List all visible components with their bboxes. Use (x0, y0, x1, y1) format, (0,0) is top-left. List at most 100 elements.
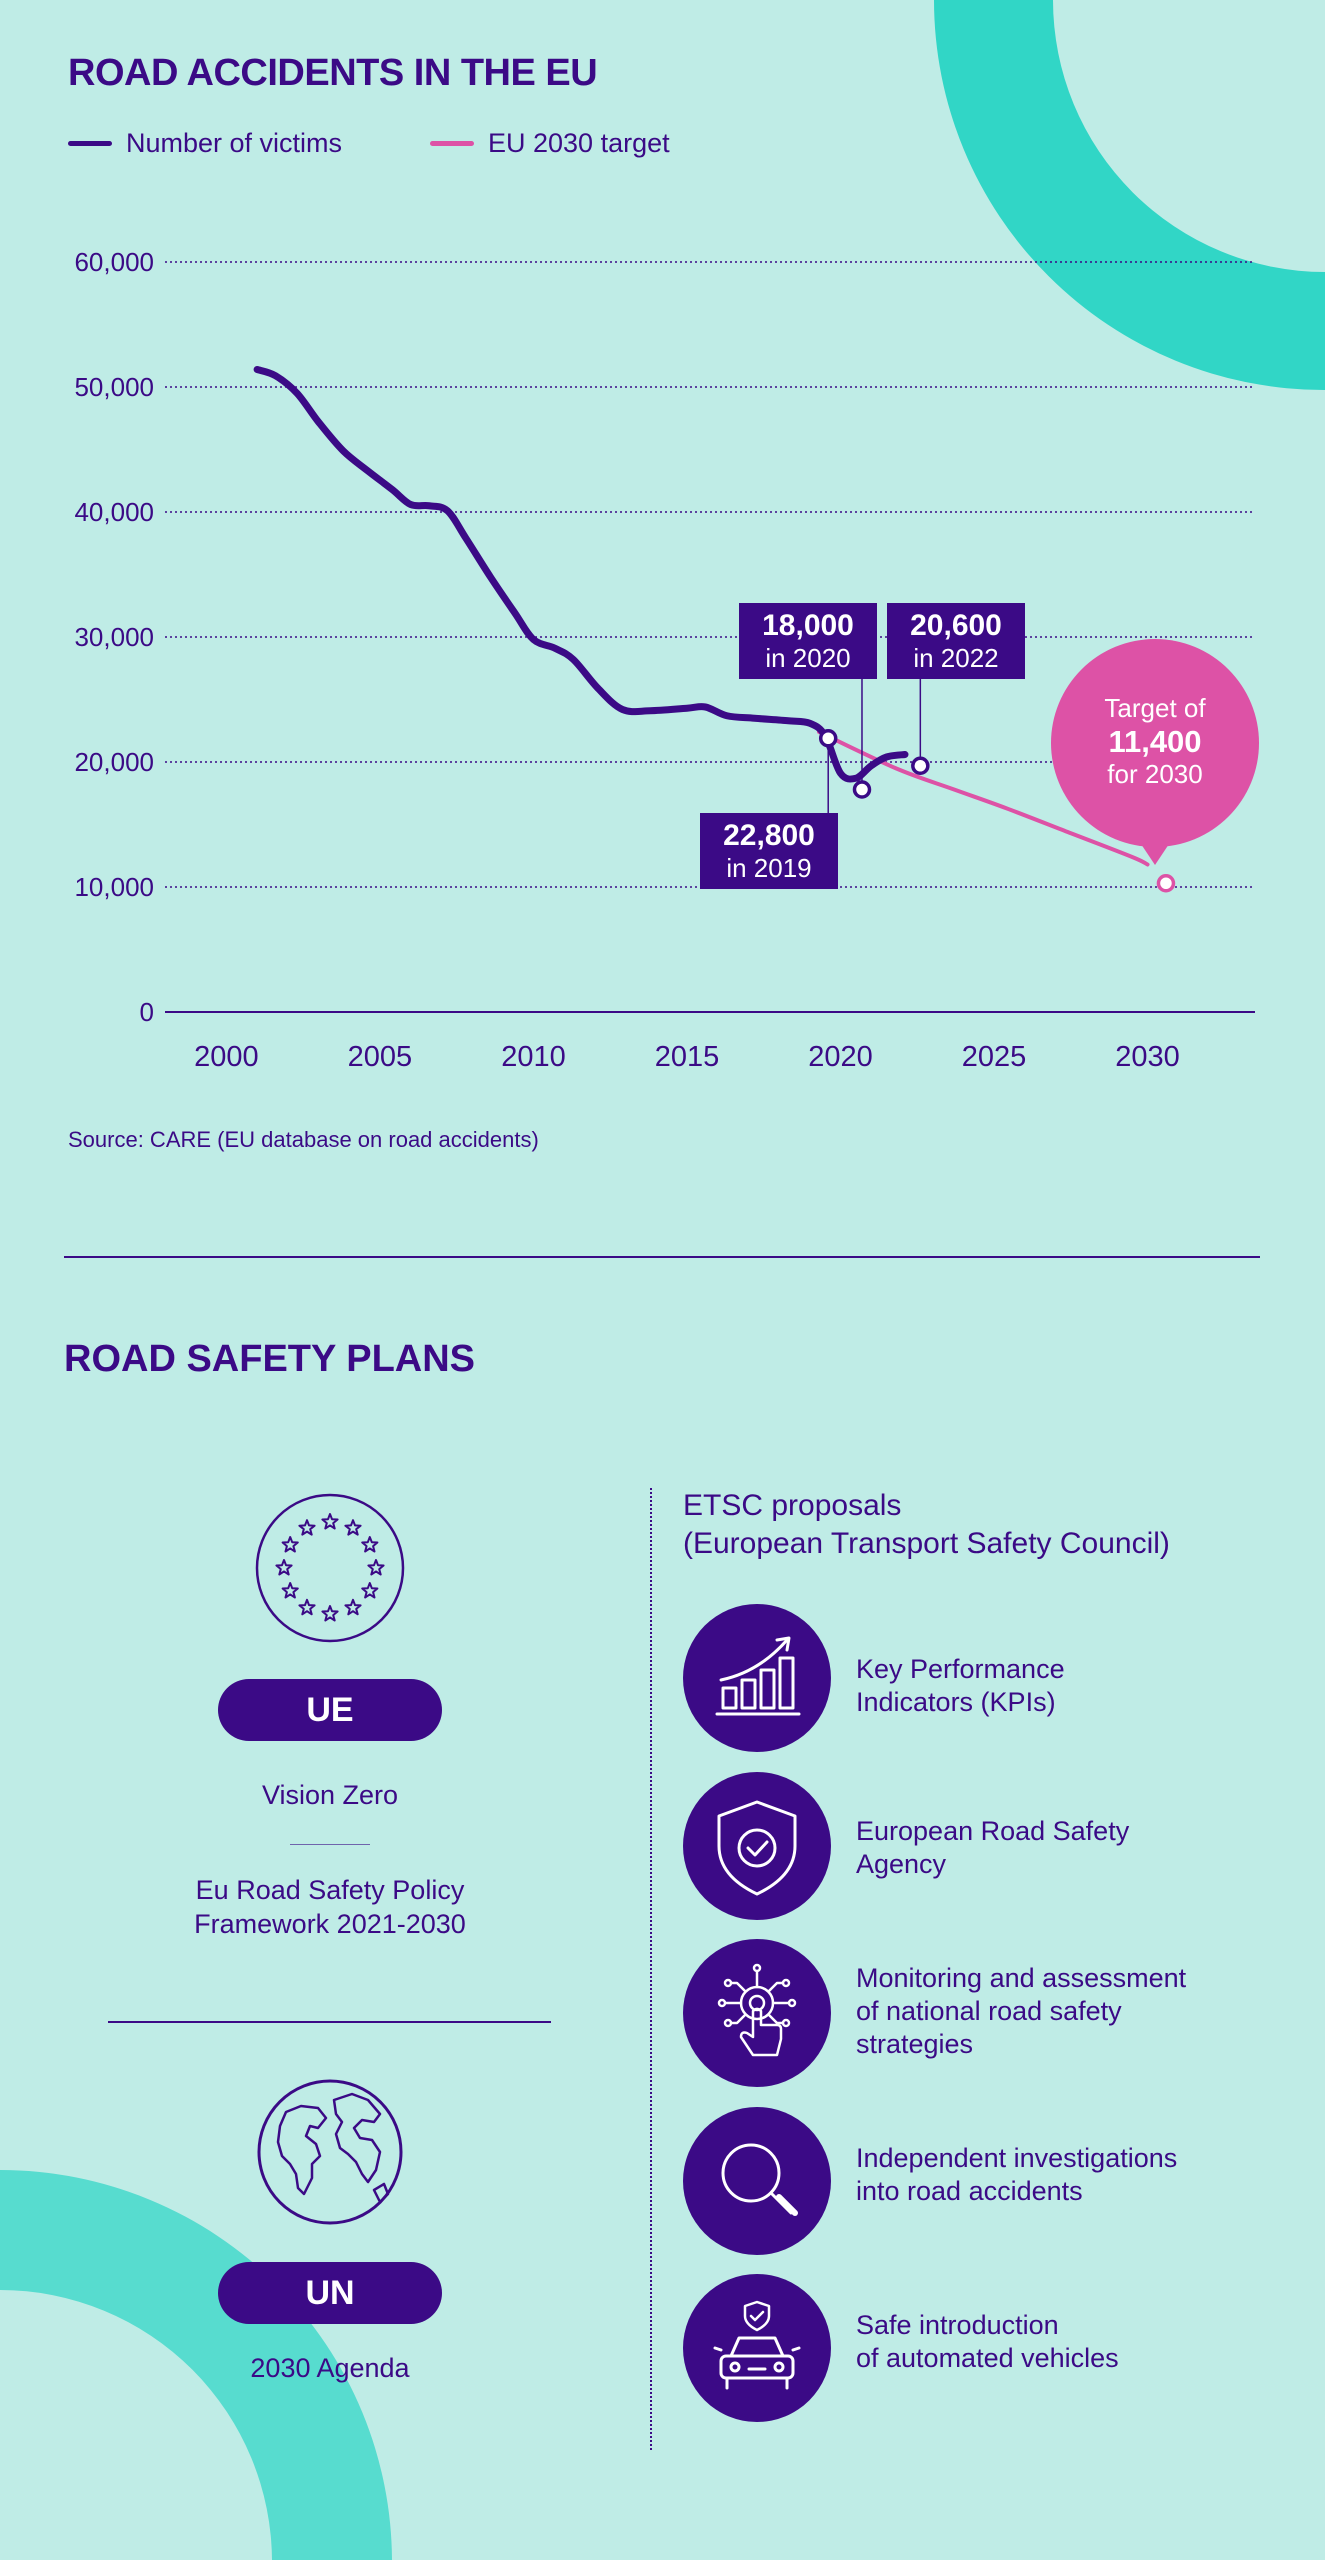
etsc-item-monitoring-icon-bg (683, 1939, 831, 2087)
etsc-title: ETSC proposals (European Transport Safet… (683, 1487, 1170, 1562)
ue-badge: UE (218, 1679, 442, 1741)
etsc-item-agency-icon-bg (683, 1772, 831, 1920)
data-marker-1 (852, 780, 872, 799)
callout-2019-value: 22,800 (723, 819, 815, 852)
etsc-item-monitoring-line1: Monitoring and assessment (856, 1963, 1187, 1993)
ue-policy-framework: Eu Road Safety Policy Framework 2021-203… (100, 1874, 560, 1942)
star-icon (321, 1605, 339, 1622)
etsc-item-agency-line2: Agency (856, 1848, 947, 1879)
x-tick-label: 2025 (962, 1041, 1027, 1073)
x-tick-label: 2005 (348, 1041, 413, 1073)
callout-2019-label: in 2019 (726, 852, 812, 883)
ue-small-separator (290, 1844, 370, 1845)
chart-title: ROAD ACCIDENTS IN THE EU (68, 52, 598, 94)
star-icon (298, 1519, 316, 1536)
series-line-victims (253, 366, 909, 783)
data-marker-0 (818, 729, 838, 748)
x-tick-label: 2000 (194, 1041, 259, 1073)
ue-policy-line2: Framework 2021-2030 (194, 1908, 466, 1939)
callout-2020: 18,000 in 2020 (739, 603, 877, 680)
etsc-item-automated-line1: Safe introduction (856, 2310, 1059, 2340)
y-tick-label: 30,000 (74, 622, 154, 652)
legend-label-victims: Number of victims (126, 128, 343, 158)
target-bubble-label: for 2030 (1107, 758, 1203, 789)
etsc-item-investigations-icon-bg (683, 2107, 831, 2255)
star-icon (361, 1536, 379, 1553)
star-icon (281, 1582, 299, 1599)
x-tick-label: 2015 (655, 1041, 720, 1073)
target-bubble-value: 11,400 (1108, 723, 1202, 759)
autonomous-car-icon (713, 2300, 801, 2390)
callout-2022-label: in 2022 (913, 642, 999, 673)
legend-item-victims: Number of victims (68, 128, 342, 159)
ue-policy-line1: Eu Road Safety Policy (195, 1875, 465, 1905)
etsc-item-automated-icon-bg (683, 2274, 831, 2422)
star-icon (367, 1559, 385, 1576)
etsc-title-line1: ETSC proposals (683, 1489, 902, 1522)
target-bubble-pointer (1139, 841, 1171, 865)
line-chart: 0 10,000 20,000 30,000 40,000 50,000 60,000 200… (74, 247, 1259, 1073)
etsc-item-kpi-line1: Key Performance (856, 1654, 1065, 1684)
etsc-item-agency-line1: European Road Safety (856, 1816, 1130, 1846)
globe-icon (257, 2079, 403, 2225)
ue-un-separator (108, 2021, 551, 2023)
y-tick-label: 50,000 (74, 372, 154, 402)
magnifier-icon (721, 2143, 798, 2216)
y-tick-label: 40,000 (74, 497, 154, 527)
etsc-item-investigations-label: Independent investigations into road acc… (856, 2142, 1177, 2208)
etsc-title-line2: (European Transport Safety Council) (683, 1526, 1170, 1560)
ue-vision-zero: Vision Zero (261, 1780, 399, 1810)
callout-2019: 22,800 in 2019 (700, 813, 838, 890)
x-tick-label: 2010 (501, 1041, 566, 1073)
star-icon (281, 1536, 299, 1553)
y-tick-label: 20,000 (74, 747, 154, 777)
decorative-arc-bottom-left (0, 2170, 392, 2560)
target-bubble-prefix: Target of (1104, 693, 1206, 723)
callout-2020-value: 18,000 (762, 609, 854, 642)
star-icon (275, 1559, 293, 1576)
series-line-target (817, 730, 1150, 867)
legend-swatch-victims (68, 141, 112, 146)
un-agenda: 2030 Agenda (250, 2353, 410, 2383)
etsc-item-automated-label: Safe introduction of automated vehicles (856, 2309, 1119, 2375)
legend-label-target: EU 2030 target (488, 128, 670, 158)
star-icon (344, 1519, 362, 1536)
shield-check-icon (717, 1800, 797, 1896)
data-marker-3 (1156, 874, 1176, 893)
star-icon (298, 1598, 316, 1616)
etsc-item-automated-line2: of automated vehicles (856, 2342, 1119, 2373)
target-bubble-text: Target of 11,400 for 2030 (1050, 693, 1260, 789)
eu-stars-icon (255, 1493, 405, 1643)
source-note: Source: CARE (EU database on road accide… (68, 1127, 539, 1152)
target-bubble (1051, 639, 1259, 847)
decorative-arc-top-right (934, 0, 1325, 391)
column-separator (650, 1488, 652, 2450)
y-tick-label: 10,000 (74, 872, 154, 902)
legend-item-target: EU 2030 target (430, 128, 670, 159)
touch-network-icon (717, 1963, 797, 2057)
etsc-item-monitoring-line3: strategies (856, 2028, 974, 2059)
etsc-item-kpi-icon-bg (683, 1604, 831, 1752)
callout-2022-value: 20,600 (910, 609, 1002, 642)
x-tick-label: 2030 (1115, 1041, 1180, 1073)
y-tick-label: 0 (140, 997, 154, 1027)
star-icon (361, 1582, 379, 1599)
y-tick-label: 60,000 (74, 247, 154, 277)
callout-2022: 20,600 in 2022 (887, 603, 1025, 680)
etsc-item-monitoring-label: Monitoring and assessment of national ro… (856, 1962, 1186, 2061)
etsc-item-investigations-line1: Independent investigations (856, 2143, 1178, 2173)
data-marker-2 (911, 756, 930, 775)
etsc-item-agency-label: European Road Safety Agency (856, 1815, 1129, 1881)
growth-chart-icon (715, 1636, 801, 1716)
etsc-item-kpi-label: Key Performance Indicators (KPIs) (856, 1653, 1065, 1719)
etsc-item-monitoring-line2: of national road safety (856, 1995, 1122, 2026)
legend-swatch-target (430, 141, 474, 146)
star-icon (344, 1598, 362, 1616)
section-title: ROAD SAFETY PLANS (64, 1338, 476, 1380)
etsc-item-investigations-line2: into road accidents (856, 2175, 1083, 2206)
callout-2020-label: in 2020 (765, 642, 851, 673)
section-divider (64, 1256, 1260, 1258)
x-tick-label: 2020 (808, 1041, 873, 1073)
un-badge: UN (218, 2262, 442, 2324)
